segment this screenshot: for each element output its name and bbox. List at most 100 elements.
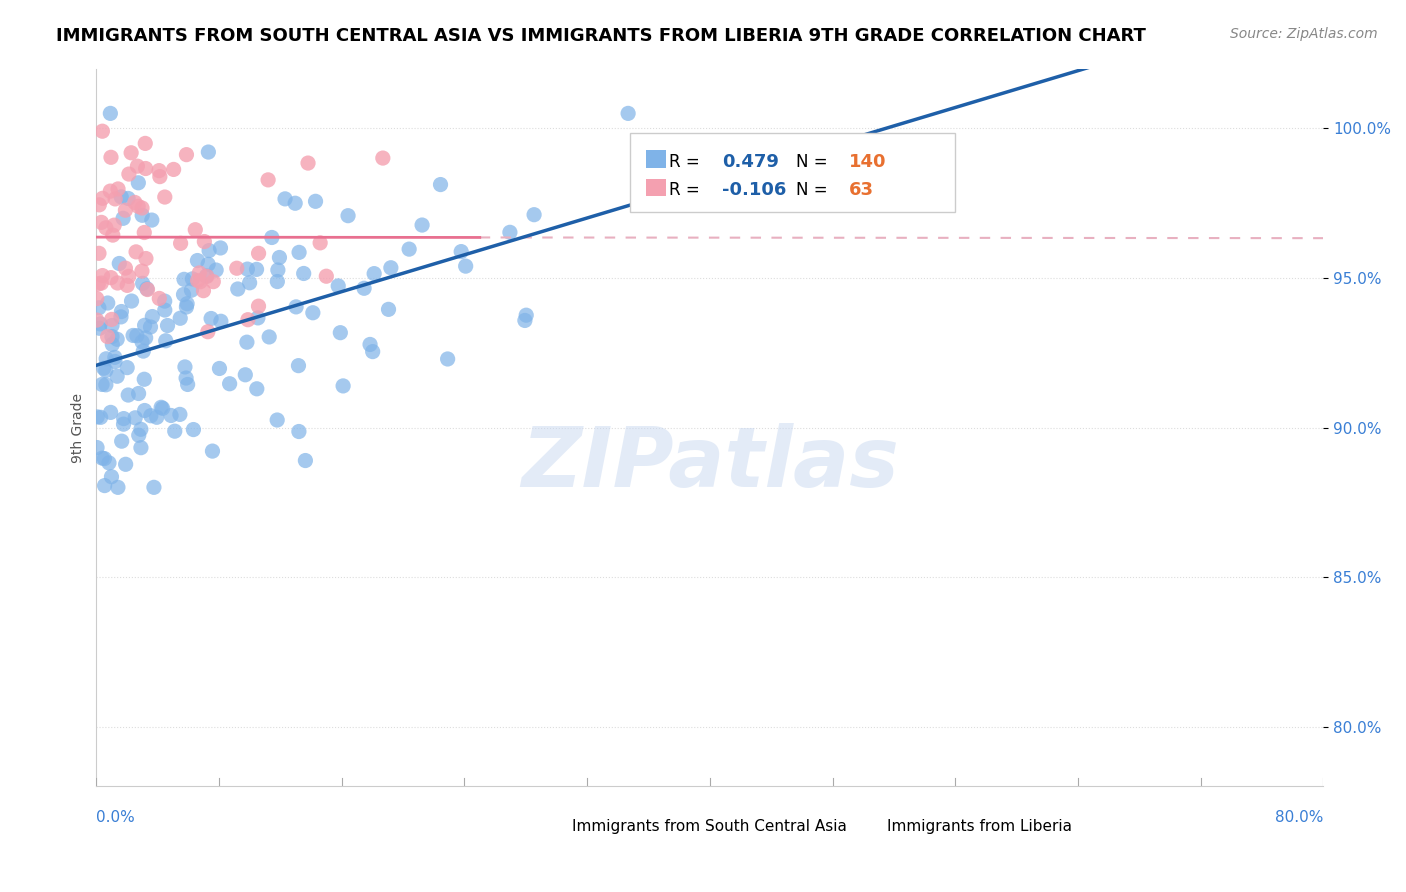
Point [125, 328, 148, 343]
Point [93, 451, 115, 466]
Point [93, 361, 115, 376]
FancyBboxPatch shape [825, 811, 849, 828]
Point [184, 222, 207, 236]
Point [245, 262, 267, 277]
Text: 80.0%: 80.0% [1275, 811, 1323, 825]
Point [454, 259, 477, 273]
Point [129, 441, 152, 455]
Point [121, 294, 143, 309]
Point [287, 359, 309, 373]
Point [98, 106, 121, 120]
Point [309, 235, 332, 250]
Point [226, 282, 249, 296]
Point [108, 256, 131, 270]
Point [236, 262, 259, 277]
Point [105, 332, 128, 346]
Point [197, 257, 219, 271]
Point [332, 379, 354, 393]
Point [104, 351, 127, 365]
Point [377, 302, 399, 317]
Point [142, 480, 165, 494]
Point [499, 225, 522, 239]
Y-axis label: 9th Grade: 9th Grade [72, 392, 86, 463]
Point [97, 296, 120, 310]
Point [284, 196, 307, 211]
FancyBboxPatch shape [645, 151, 665, 168]
Point [90, 276, 112, 290]
Point [269, 251, 291, 265]
Point [153, 303, 176, 318]
Point [209, 314, 232, 328]
Point [274, 192, 297, 206]
Point [155, 334, 177, 348]
Point [246, 382, 269, 396]
Text: ZIPatlas: ZIPatlas [520, 423, 898, 504]
Point [101, 337, 124, 351]
Point [288, 245, 311, 260]
Point [101, 318, 124, 333]
Point [103, 218, 125, 232]
Point [150, 401, 173, 415]
Point [188, 266, 211, 280]
Point [209, 241, 232, 255]
Point [257, 173, 280, 187]
Point [153, 294, 176, 309]
Point [163, 424, 186, 438]
Text: Source: ZipAtlas.com: Source: ZipAtlas.com [1230, 27, 1378, 41]
Point [91, 191, 114, 205]
Point [122, 328, 145, 343]
Point [135, 252, 157, 266]
Point [94, 220, 117, 235]
Point [247, 246, 270, 260]
Point [148, 163, 170, 178]
Point [98, 184, 121, 198]
Point [100, 405, 122, 419]
Point [205, 263, 228, 277]
Point [225, 261, 247, 276]
Point [117, 191, 139, 205]
Point [91, 451, 114, 466]
FancyBboxPatch shape [630, 133, 955, 212]
Text: 0.0%: 0.0% [97, 811, 135, 825]
Point [112, 411, 135, 425]
Point [148, 292, 170, 306]
Point [169, 311, 191, 326]
Point [132, 344, 155, 359]
Point [197, 325, 219, 339]
Point [236, 335, 259, 350]
Point [89, 198, 111, 212]
Point [135, 161, 157, 176]
Point [118, 167, 141, 181]
Point [188, 275, 211, 289]
Point [125, 244, 148, 259]
Point [315, 269, 337, 284]
Point [180, 283, 202, 297]
Point [91, 377, 114, 392]
Point [135, 331, 157, 345]
Point [105, 369, 128, 384]
Text: -0.106: -0.106 [723, 181, 786, 199]
Point [118, 269, 141, 284]
Point [285, 300, 308, 314]
Point [127, 176, 149, 190]
Point [134, 226, 156, 240]
Point [288, 425, 311, 439]
Point [120, 145, 142, 160]
Point [201, 444, 224, 458]
Point [110, 304, 132, 318]
Point [134, 403, 156, 417]
Point [617, 106, 640, 120]
Point [193, 235, 215, 249]
Point [195, 269, 218, 284]
Point [111, 434, 134, 449]
Point [398, 242, 420, 256]
Point [353, 281, 375, 295]
Text: R =: R = [669, 153, 700, 170]
Point [149, 169, 172, 184]
Point [127, 199, 149, 213]
Point [127, 159, 149, 173]
Point [337, 209, 360, 223]
Point [173, 272, 195, 286]
Point [128, 386, 150, 401]
Point [169, 408, 191, 422]
